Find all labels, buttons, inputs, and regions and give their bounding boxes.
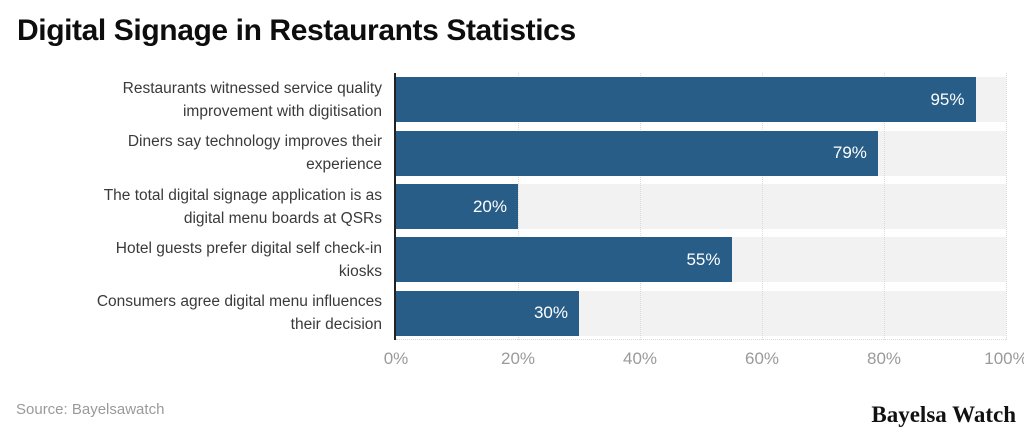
plot-bottom-border [396, 339, 1006, 340]
bar: 55% [396, 237, 732, 283]
bar-row: 55% [396, 233, 1006, 286]
category-label-line: Diners say technology improves their [127, 133, 382, 151]
category-label: Consumers agree digital menu influences … [0, 287, 390, 340]
bar-row: 95% [396, 73, 1006, 126]
gridline [640, 73, 641, 340]
bar-track: 30% [396, 290, 1006, 336]
x-axis: 0% 20% 40% 60% 80% 100% [384, 349, 1024, 371]
x-tick-label: 40% [622, 349, 658, 368]
chart-title: Digital Signage in Restaurants Statistic… [17, 14, 576, 47]
category-label-line: Consumers agree digital menu influences [96, 293, 382, 311]
category-label: Diners say technology improves their exp… [0, 126, 390, 179]
bar: 30% [396, 290, 579, 336]
value-label: 95% [930, 89, 965, 109]
category-label: The total digital signage application is… [0, 180, 390, 233]
category-label: Hotel guests prefer digital self check-i… [0, 233, 390, 286]
bar-row: 30% [396, 287, 1006, 340]
gridline [762, 73, 763, 340]
plot-area: 95% 79% 20% 55% [394, 73, 1007, 340]
category-label-line: kiosks [338, 262, 382, 280]
x-tick-label: 20% [500, 349, 536, 368]
bar-track: 20% [396, 184, 1006, 230]
gridline [518, 73, 519, 340]
bar-track: 95% [396, 77, 1006, 123]
bar-track: 55% [396, 237, 1006, 283]
y-axis-line [394, 73, 396, 340]
value-label: 20% [472, 196, 507, 216]
category-axis: Restaurants witnessed service quality im… [0, 73, 390, 340]
category-label-line: experience [306, 156, 382, 174]
category-label-line: their decision [290, 316, 382, 334]
bar-row: 79% [396, 126, 1006, 179]
category-label-line: Restaurants witnessed service quality [122, 79, 382, 97]
gridline [884, 73, 885, 340]
category-label-line: The total digital signage application is… [103, 186, 382, 204]
value-label: 79% [832, 143, 867, 163]
category-label-line: Hotel guests prefer digital self check-i… [115, 239, 382, 257]
x-tick-label: 80% [866, 349, 902, 368]
value-label: 30% [533, 303, 568, 323]
gridline [1006, 73, 1007, 340]
brand-logo: Bayelsa Watch [871, 402, 1016, 427]
bar: 20% [396, 184, 518, 230]
value-label: 55% [686, 249, 721, 269]
category-label-line: improvement with digitisation [182, 102, 382, 120]
category-label: Restaurants witnessed service quality im… [0, 73, 390, 126]
bar-track: 79% [396, 130, 1006, 176]
bar: 79% [396, 130, 878, 176]
category-label-line: digital menu boards at QSRs [183, 209, 382, 227]
x-tick-label: 0% [383, 349, 409, 368]
bar-row: 20% [396, 180, 1006, 233]
source-note: Source: Bayelsawatch [16, 401, 165, 418]
x-tick-label: 60% [744, 349, 780, 368]
x-tick-label: 100% [984, 349, 1024, 368]
bar: 95% [396, 77, 976, 123]
